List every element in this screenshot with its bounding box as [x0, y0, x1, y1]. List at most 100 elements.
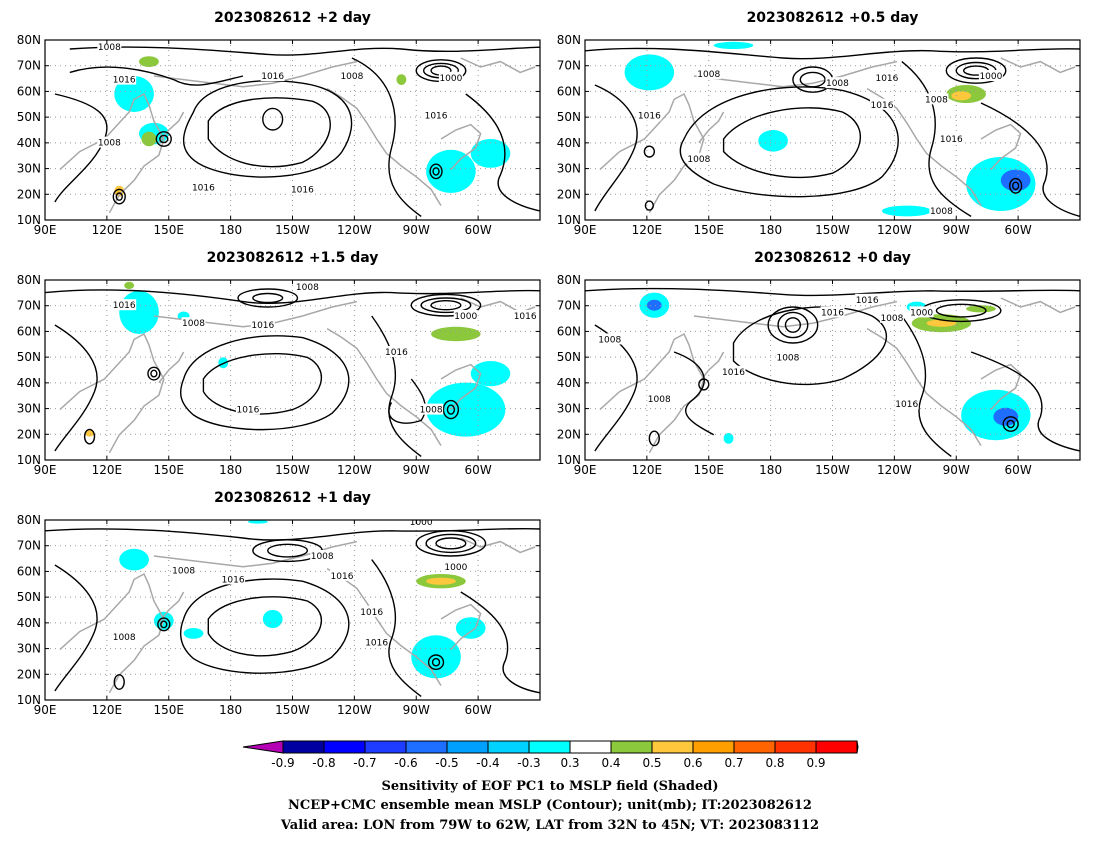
contour-label: 1008: [98, 139, 121, 149]
isobar-contour: [430, 300, 462, 311]
x-tick-label: 90E: [34, 703, 57, 717]
caption-block: Sensitivity of EOF PC1 to MSLP field (Sh…: [280, 779, 819, 833]
contour-label: 1000: [910, 308, 933, 318]
x-tick-label: 90W: [403, 703, 430, 717]
isobar-contour: [784, 317, 802, 333]
contour-label-bg: [191, 181, 216, 193]
y-tick-label: 40N: [17, 616, 41, 630]
isobar-contour: [767, 306, 819, 344]
coastline: [980, 363, 1022, 411]
contour-label: 1000: [410, 518, 433, 528]
isobar-contour: [54, 564, 98, 692]
contour-label: 1008: [98, 43, 121, 53]
panel-title: 2023082612 +1 day: [214, 490, 371, 506]
isobar-contour: [69, 66, 244, 86]
contour-label-bg: [359, 605, 384, 617]
isobar-contour: [425, 533, 477, 554]
y-tick-label: 60N: [17, 84, 41, 98]
sensitivity-shading: [114, 76, 154, 112]
isobar-contour: [722, 107, 861, 179]
isobar-contour: [1009, 177, 1023, 194]
map-area: 1008 1016 1008 1016 1000 1016 1016 1016 1008: [45, 280, 540, 460]
contour-label-bg: [686, 152, 711, 164]
isobar-contour: [1006, 419, 1015, 429]
coastline: [326, 327, 442, 446]
isobar-contour: [431, 657, 441, 667]
map-area: 1000 1008 1008 1016 1016 1000 1016 1008 1016: [45, 518, 540, 700]
isobar-contour: [420, 297, 472, 314]
isobar-contour: [648, 430, 660, 447]
y-tick-label: 30N: [17, 402, 41, 416]
coastline: [440, 363, 482, 411]
isobar-contour: [45, 289, 540, 304]
y-tick-label: 20N: [17, 187, 41, 201]
contour-label: 1016: [940, 135, 963, 145]
isobar-contour: [446, 404, 456, 415]
panel-title: 2023082612 +1.5 day: [207, 250, 379, 266]
contour-label-bg: [637, 109, 662, 121]
y-tick-label: 10N: [557, 453, 581, 467]
contour-label: 1008: [420, 406, 443, 416]
y-tick-label: 40N: [557, 376, 581, 390]
y-tick-label: 40N: [17, 136, 41, 150]
sensitivity-shading: [396, 74, 407, 85]
contour-label-bg: [419, 403, 444, 415]
y-tick-label: 30N: [557, 162, 581, 176]
colorbar-label: -0.9: [271, 756, 294, 770]
y-tick-label: 20N: [557, 187, 581, 201]
colorbar-box: [405, 740, 448, 754]
y-tick-label: 20N: [17, 667, 41, 681]
contour-label-bg: [424, 109, 449, 121]
y-tick-label: 10N: [557, 213, 581, 227]
x-tick-label: 90W: [403, 463, 430, 477]
contour-label-bg: [721, 365, 746, 377]
contour-label-bg: [597, 333, 622, 345]
x-tick-label: 180: [759, 463, 782, 477]
isobar-contour: [262, 107, 284, 131]
coastline: [866, 327, 982, 446]
contour-label-bg: [97, 41, 122, 53]
contour-label: 1016: [236, 406, 259, 416]
coastline: [158, 111, 185, 144]
isobar-contour: [252, 292, 284, 304]
coastline: [153, 540, 358, 568]
sensitivity-shading: [426, 149, 476, 193]
x-tick-label: 120E: [92, 223, 123, 237]
contour-label: 1016: [331, 572, 354, 582]
coastline: [693, 300, 898, 328]
sensitivity-shading: [262, 610, 283, 628]
x-tick-label: 120W: [337, 223, 372, 237]
isobar-contour: [351, 57, 422, 217]
contour-label: 1016: [856, 296, 879, 306]
contour-label: 1008: [182, 319, 205, 329]
contour-label: 1016: [722, 368, 745, 378]
coastline: [59, 572, 165, 694]
y-tick-label: 50N: [557, 110, 581, 124]
contour-label: 1008: [340, 72, 363, 82]
colorbar-box: [651, 740, 694, 754]
colorbar-box: [282, 740, 325, 754]
contour-label-bg: [181, 317, 206, 329]
isobar-contour: [155, 131, 172, 147]
x-tick-label: 120W: [877, 223, 912, 237]
y-tick-label: 50N: [557, 350, 581, 364]
y-tick-label: 60N: [17, 564, 41, 578]
isobar-contour: [83, 428, 96, 445]
contour-label: 1016: [638, 112, 661, 122]
contour-label-bg: [453, 310, 478, 321]
x-tick-label: 90E: [574, 463, 597, 477]
y-tick-label: 40N: [17, 376, 41, 390]
sensitivity-shading: [141, 131, 157, 147]
sensitivity-shading: [993, 407, 1019, 426]
contour-label-bg: [647, 392, 672, 404]
map-area: 1008 1008 1016 1000 1016 1008 1016 1016 1008 1008: [585, 40, 1080, 220]
coastline: [698, 111, 725, 144]
contour-label-bg: [310, 550, 335, 561]
coastline: [158, 591, 185, 624]
panel-title: 2023082612 +0.5 day: [747, 10, 919, 26]
contour-label: 1016: [192, 184, 215, 194]
contour-label-bg: [112, 73, 137, 85]
contour-label: 1016: [871, 101, 894, 111]
